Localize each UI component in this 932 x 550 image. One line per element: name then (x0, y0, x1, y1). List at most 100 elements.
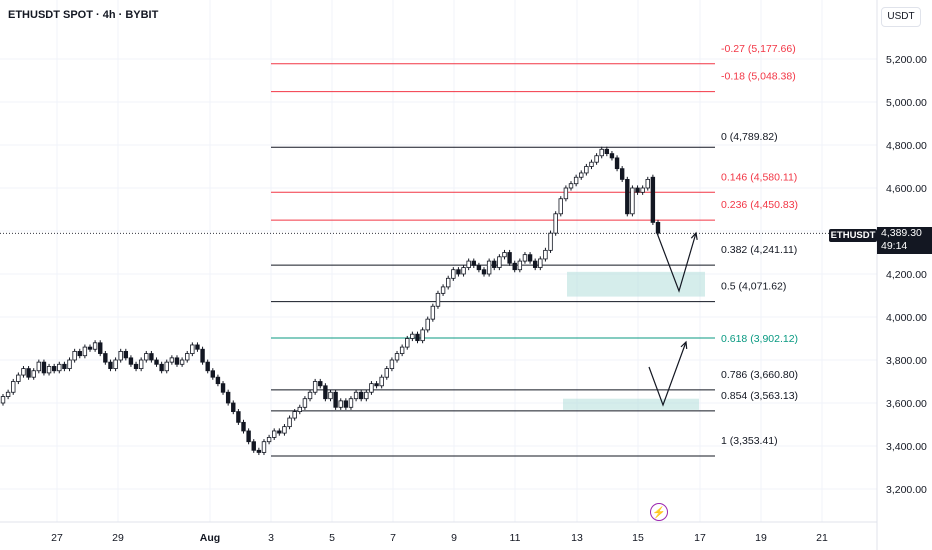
candle-down (343, 400, 349, 408)
fib-level-label: 0.618 (3,902.12) (721, 333, 798, 345)
candle-down (609, 153, 615, 159)
x-tick-label: Aug (200, 532, 220, 544)
projection-arrowhead (680, 340, 688, 350)
candle-up (548, 232, 553, 251)
candle-up (599, 148, 604, 157)
candle-up (517, 260, 523, 271)
fib-level-label: 1 (3,353.41) (721, 435, 778, 447)
symbol-title: ETHUSDT SPOT · 4h · BYBIT (8, 9, 159, 21)
candle-up (384, 368, 389, 378)
candle-up (573, 176, 579, 185)
candle-up (630, 187, 635, 215)
candle-up (640, 187, 645, 193)
candle-down (456, 269, 461, 275)
fib-level-label: 0.5 (4,071.62) (721, 281, 786, 293)
candle-up (584, 166, 589, 174)
candle-down (635, 187, 640, 193)
bar-countdown: 49:14 (881, 240, 908, 252)
candle-down (532, 260, 538, 268)
candle-down (655, 221, 661, 234)
candle-down (154, 359, 159, 365)
candle-up (113, 359, 118, 370)
ticker-label: ETHUSDT (829, 229, 877, 242)
candles (0, 146, 661, 456)
candle-down (123, 350, 129, 359)
candle-up (36, 361, 42, 372)
currency-button[interactable]: USDT (881, 7, 921, 27)
candle-up (21, 368, 26, 376)
candle-down (241, 421, 246, 432)
candle-down (236, 411, 241, 423)
projection-path (648, 341, 687, 407)
candle-down (220, 383, 226, 393)
x-tick-label: 27 (51, 532, 63, 544)
y-tick-label: 3,600.00 (886, 398, 927, 410)
candle-down (318, 381, 323, 387)
candle-up (486, 260, 492, 275)
y-tick-label: 4,200.00 (886, 269, 927, 281)
x-tick-label: 9 (451, 532, 457, 544)
candle-up (312, 381, 318, 393)
candle-up (302, 398, 308, 408)
candle-down (62, 363, 67, 369)
candle-up (579, 172, 584, 178)
flash-icon[interactable]: ⚡ (650, 503, 668, 521)
projection-path (656, 232, 697, 293)
support-zone (563, 398, 699, 410)
y-tick-label: 4,600.00 (886, 183, 927, 195)
candle-down (277, 430, 282, 434)
candle-up (272, 430, 277, 438)
fib-level-label: 0 (4,789.82) (721, 131, 778, 143)
candle-down (51, 366, 57, 372)
candle-down (133, 363, 139, 369)
candle-up (338, 400, 343, 408)
candle-up (348, 398, 354, 408)
candle-down (359, 391, 364, 400)
candle-up (420, 329, 425, 342)
candle-down (481, 269, 487, 275)
candle-up (46, 366, 52, 374)
x-tick-label: 3 (268, 532, 274, 544)
candle-down (174, 357, 180, 365)
candle-down (205, 361, 210, 372)
y-tick-label: 5,200.00 (886, 54, 927, 66)
candle-down (200, 348, 205, 363)
candle-up (553, 213, 558, 234)
candle-up (589, 161, 594, 167)
candle-up (425, 318, 430, 331)
candle-up (445, 277, 451, 288)
candle-down (149, 353, 154, 361)
candle-up (0, 396, 6, 404)
y-tick-label: 5,000.00 (886, 97, 927, 109)
candle-up (82, 346, 88, 357)
candle-down (77, 350, 82, 357)
grid (0, 0, 877, 522)
candle-up (67, 359, 72, 370)
fib-level-label: 0.236 (4,450.83) (721, 199, 798, 211)
candle-up (538, 258, 543, 268)
candle-up (379, 376, 384, 387)
candle-up (399, 346, 405, 354)
candle-down (323, 385, 328, 400)
candle-up (164, 361, 169, 372)
candle-up (297, 406, 302, 412)
candle-up (405, 338, 410, 348)
candle-up (282, 426, 287, 434)
last-price-box: 4,389.30 49:14 (877, 227, 932, 254)
candle-up (292, 411, 297, 419)
candle-up (190, 344, 195, 354)
fib-level-label: 0.854 (3,563.13) (721, 390, 798, 402)
fib-level-label: -0.18 (5,048.38) (721, 71, 796, 83)
candle-down (98, 342, 103, 354)
candle-down (625, 178, 630, 215)
candle-up (31, 370, 36, 378)
candle-down (614, 157, 620, 170)
candle-down (195, 344, 200, 350)
y-tick-label: 3,200.00 (886, 484, 927, 496)
fib-level-label: -0.27 (5,177.66) (721, 43, 796, 55)
candle-down (333, 391, 338, 408)
x-tick-label: 21 (816, 532, 828, 544)
candle-up (11, 381, 16, 393)
candle-up (57, 363, 62, 372)
